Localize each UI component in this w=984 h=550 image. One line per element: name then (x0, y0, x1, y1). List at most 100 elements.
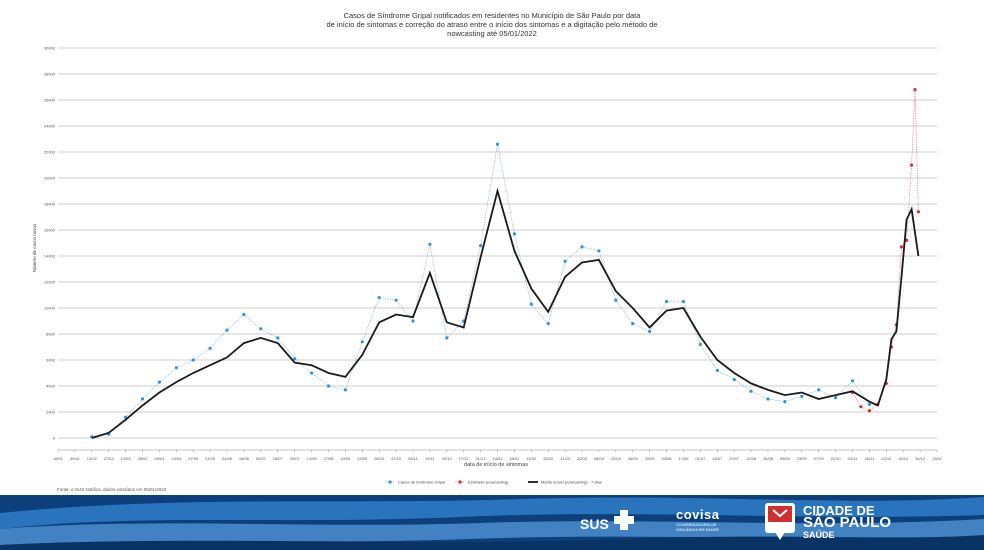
series-point-1 (698, 342, 702, 346)
y-tick-label: 28000 (44, 72, 56, 77)
series-point-2 (859, 405, 863, 409)
x-tick-label: 04/11 (848, 456, 858, 461)
series-point-2 (899, 245, 904, 249)
x-tick-label: 13/01 (932, 456, 943, 461)
series-point-2 (913, 88, 917, 92)
x-tick-label: 28/01 (509, 456, 520, 461)
series-point-1 (715, 368, 719, 372)
series-point-1 (360, 340, 364, 344)
series-point-1 (867, 402, 872, 406)
x-tick-label: 27/08 (323, 456, 334, 461)
y-tick-label: 22000 (44, 150, 56, 155)
series-point-1 (293, 357, 297, 361)
series-point-1 (766, 397, 770, 401)
series-point-1 (140, 397, 145, 401)
series-line-1 (91, 144, 870, 437)
series-point-2 (905, 238, 909, 242)
x-tick-label: 16/07 (273, 456, 284, 461)
y-tick-label: 20000 (44, 176, 56, 181)
x-tick-label: 23/09 (797, 456, 808, 461)
x-tick-label: 04/06 (222, 456, 233, 461)
series-point-1 (259, 327, 263, 331)
series-point-1 (834, 396, 838, 400)
y-tick-label: 24000 (44, 124, 56, 129)
x-tick-label: 02/07 (256, 456, 267, 461)
series-point-1 (614, 298, 618, 302)
x-tick-label: 15/07 (712, 456, 723, 461)
y-tick-label: 26000 (44, 98, 56, 103)
series-point-1 (631, 322, 635, 326)
series-point-1 (580, 245, 584, 249)
series-point-1 (157, 380, 161, 384)
x-tick-label: 25/03 (577, 456, 588, 461)
series-point-1 (326, 384, 331, 388)
y-axis-ticks: 0 2000 4000 6000 8000 10000 12000 14000 16000 180… (44, 46, 56, 441)
x-tick-label: 13/02 (87, 456, 98, 461)
series-point-1 (495, 142, 500, 146)
grid (58, 47, 937, 451)
legend-swatch-point (388, 480, 392, 484)
x-tick-label: 18/11 (865, 456, 875, 461)
chart-title-line-3: nowcasting até 05/01/2022 (447, 29, 537, 38)
series-line-0 (91, 187, 920, 439)
x-tick-label: 30/01 (70, 456, 81, 461)
series-point-1 (749, 389, 753, 393)
x-tick-label: 08/04 (594, 456, 605, 461)
series-point-1 (225, 328, 229, 332)
series-point-1 (394, 298, 398, 302)
series-point-1 (529, 302, 533, 306)
series-point-1 (597, 249, 601, 253)
series-point-1 (343, 388, 347, 392)
series-point-1 (648, 329, 652, 333)
x-tick-label: 27/02 (104, 456, 115, 461)
series-point-1 (310, 371, 314, 375)
footer-band (0, 495, 984, 550)
x-tick-label: 07/10 (814, 456, 825, 461)
y-tick-label: 0 (53, 436, 56, 441)
series-point-1 (512, 232, 517, 236)
x-tick-label: 17/12 (459, 456, 470, 461)
x-tick-label: 09/09 (780, 456, 791, 461)
x-tick-label: 17/06 (678, 456, 689, 461)
series-point-1 (800, 394, 804, 398)
x-tick-label: 09/04 (154, 456, 165, 461)
series-point-1 (276, 336, 280, 340)
x-tick-label: 25/02 (543, 456, 554, 461)
legend-label: Média móvel (nowcasting) - 7 dias (541, 480, 602, 485)
x-tick-label: 03/12 (442, 456, 453, 461)
x-tick-label: 24/09 (357, 456, 368, 461)
series-point-2 (867, 409, 872, 413)
x-tick-label: 10/09 (340, 456, 351, 461)
series-point-1 (208, 346, 212, 350)
x-tick-label: 16/12 (898, 456, 909, 461)
x-tick-label: 22/10 (391, 456, 402, 461)
x-tick-label: 21/10 (831, 456, 842, 461)
series-point-2 (910, 163, 914, 167)
series-point-1 (411, 319, 415, 323)
chart-title-line-1: Casos de Síndrome Gripal notificados em … (343, 11, 641, 20)
x-tick-label: 08/10 (374, 456, 385, 461)
x-tick-label: 03/06 (662, 456, 673, 461)
series-point-1 (681, 299, 686, 304)
legend: Casos de Síndrome Gripal Estimado (nowcas… (385, 480, 602, 485)
x-tick-label: 29/07 (729, 456, 740, 461)
series-point-1 (428, 242, 432, 246)
x-tick-label: 11/02 (526, 456, 536, 461)
x-tick-label: 26/03 (138, 456, 149, 461)
x-tick-label: 06/05 (628, 456, 639, 461)
sus-cross-icon (614, 510, 634, 530)
y-tick-label: 16000 (44, 228, 56, 233)
series-point-1 (664, 299, 669, 304)
footer-waves (0, 495, 984, 550)
chart: 0 2000 4000 6000 8000 10000 12000 14000 16000 180… (32, 46, 943, 485)
series-point-1 (242, 312, 246, 317)
x-tick-label: 07/05 (188, 456, 199, 461)
series-point-1 (850, 379, 855, 383)
x-tick-label: 21/05 (205, 456, 216, 461)
y-tick-label: 4000 (46, 384, 56, 389)
x-tick-label: 14/01 (492, 456, 503, 461)
legend-swatch-point (458, 480, 462, 484)
chart-title-line-2: de início de sintomas e correção do atra… (326, 20, 658, 29)
sus-logo-text: SUS (580, 516, 609, 532)
x-tick-label: 11/03 (560, 456, 570, 461)
